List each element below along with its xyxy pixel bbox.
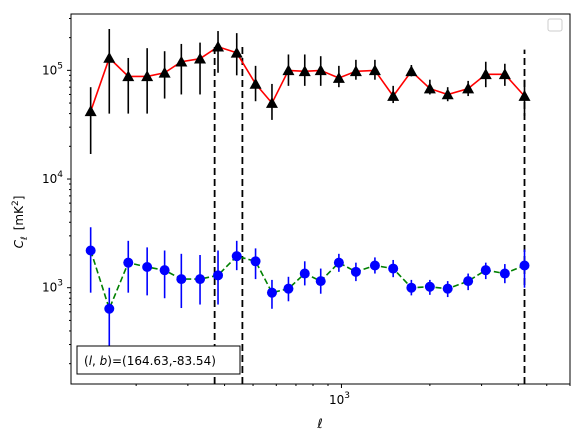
x-axis-label: ℓ bbox=[316, 417, 322, 432]
series-1-point bbox=[519, 260, 530, 271]
series-1-point bbox=[231, 251, 242, 262]
series-1-point bbox=[123, 257, 134, 268]
series-1-point bbox=[333, 257, 344, 268]
series-0-point bbox=[518, 90, 531, 101]
series-1-point bbox=[299, 268, 310, 279]
series-1-point bbox=[499, 268, 510, 279]
y-tick-label-base: 10 bbox=[42, 63, 57, 77]
y-axis-label-unit-end: ] bbox=[12, 196, 26, 201]
y-axis-label-unit: [mK bbox=[12, 205, 26, 230]
series-0-point bbox=[387, 90, 400, 101]
annotation-part: ( bbox=[84, 354, 89, 368]
series-0-point bbox=[349, 65, 362, 77]
series-1-point bbox=[424, 281, 435, 292]
series-0-point bbox=[141, 70, 154, 82]
series-0-point bbox=[212, 40, 225, 52]
series-0-point bbox=[158, 66, 171, 78]
series-1-point bbox=[176, 274, 187, 285]
series-0-point bbox=[298, 65, 311, 77]
series-1-point bbox=[85, 245, 96, 256]
x-tick-label-base: 10 bbox=[329, 393, 344, 407]
series-0-point bbox=[368, 64, 381, 76]
series-1-point bbox=[213, 270, 224, 281]
y-axis-label-main: C bbox=[12, 239, 26, 248]
y-tick-label-exp: 3 bbox=[57, 279, 63, 289]
series-1-point bbox=[350, 266, 361, 277]
series-1-point bbox=[442, 283, 453, 294]
x-tick-label-exp: 3 bbox=[344, 391, 350, 401]
series-0-point bbox=[194, 52, 207, 64]
series-0-point bbox=[230, 46, 243, 58]
series-0-point bbox=[282, 64, 295, 76]
series-1-point bbox=[250, 256, 261, 267]
annotation-part: , bbox=[92, 354, 100, 368]
series-0-point bbox=[265, 97, 278, 108]
y-axis-label-unit-sup: 2 bbox=[11, 200, 21, 206]
plot-elements bbox=[84, 29, 531, 384]
annotation-box bbox=[76, 345, 241, 375]
series-1-line bbox=[89, 250, 525, 312]
series-0-point bbox=[423, 82, 436, 94]
series-1-point bbox=[480, 265, 491, 276]
series-0-point bbox=[249, 77, 262, 89]
series-0-point bbox=[314, 64, 327, 76]
series-0-point bbox=[441, 88, 454, 100]
series-0-point bbox=[479, 68, 492, 80]
x-tick-label: 103 bbox=[329, 391, 350, 407]
series-0-point bbox=[84, 105, 97, 117]
series-1-point bbox=[463, 276, 474, 287]
series-1-point bbox=[315, 276, 326, 287]
y-tick-label-base: 10 bbox=[42, 281, 57, 295]
series-0-point bbox=[462, 82, 475, 94]
series-1-point bbox=[388, 263, 399, 274]
plot-frame bbox=[70, 13, 571, 385]
legend-box bbox=[547, 18, 563, 32]
y-tick-label-exp: 4 bbox=[57, 170, 63, 180]
y-tick-label: 105 bbox=[42, 61, 63, 77]
y-tick-label-exp: 5 bbox=[57, 61, 63, 71]
annotation-text: (l, b)=(164.63,-83.54) bbox=[84, 354, 216, 368]
series-1-point bbox=[142, 262, 153, 273]
series-1-point bbox=[406, 282, 417, 293]
series-0-point bbox=[103, 51, 116, 63]
series-1-point bbox=[369, 260, 380, 271]
series-1-point bbox=[159, 265, 170, 276]
y-tick-label: 104 bbox=[42, 170, 63, 186]
series-1-point bbox=[283, 283, 294, 294]
series-0-point bbox=[332, 72, 345, 83]
y-tick-label-base: 10 bbox=[42, 172, 57, 186]
annotation-part: l bbox=[89, 354, 93, 368]
series-0-line bbox=[89, 45, 526, 112]
y-tick-label: 103 bbox=[42, 279, 63, 295]
series-0-point bbox=[175, 55, 188, 67]
y-axis-label: Cℓ [mK2] bbox=[11, 196, 30, 249]
series-1-point bbox=[195, 274, 206, 285]
annotation-part: b bbox=[100, 354, 108, 368]
series-0-point bbox=[405, 65, 418, 77]
y-axis-label-sub: ℓ bbox=[20, 236, 30, 241]
series-0-point bbox=[122, 70, 135, 82]
annotation-part: )=(164.63,-83.54) bbox=[107, 354, 216, 368]
series-1-point bbox=[266, 287, 277, 298]
series-0-point bbox=[498, 68, 511, 80]
series-1-point bbox=[104, 303, 115, 314]
